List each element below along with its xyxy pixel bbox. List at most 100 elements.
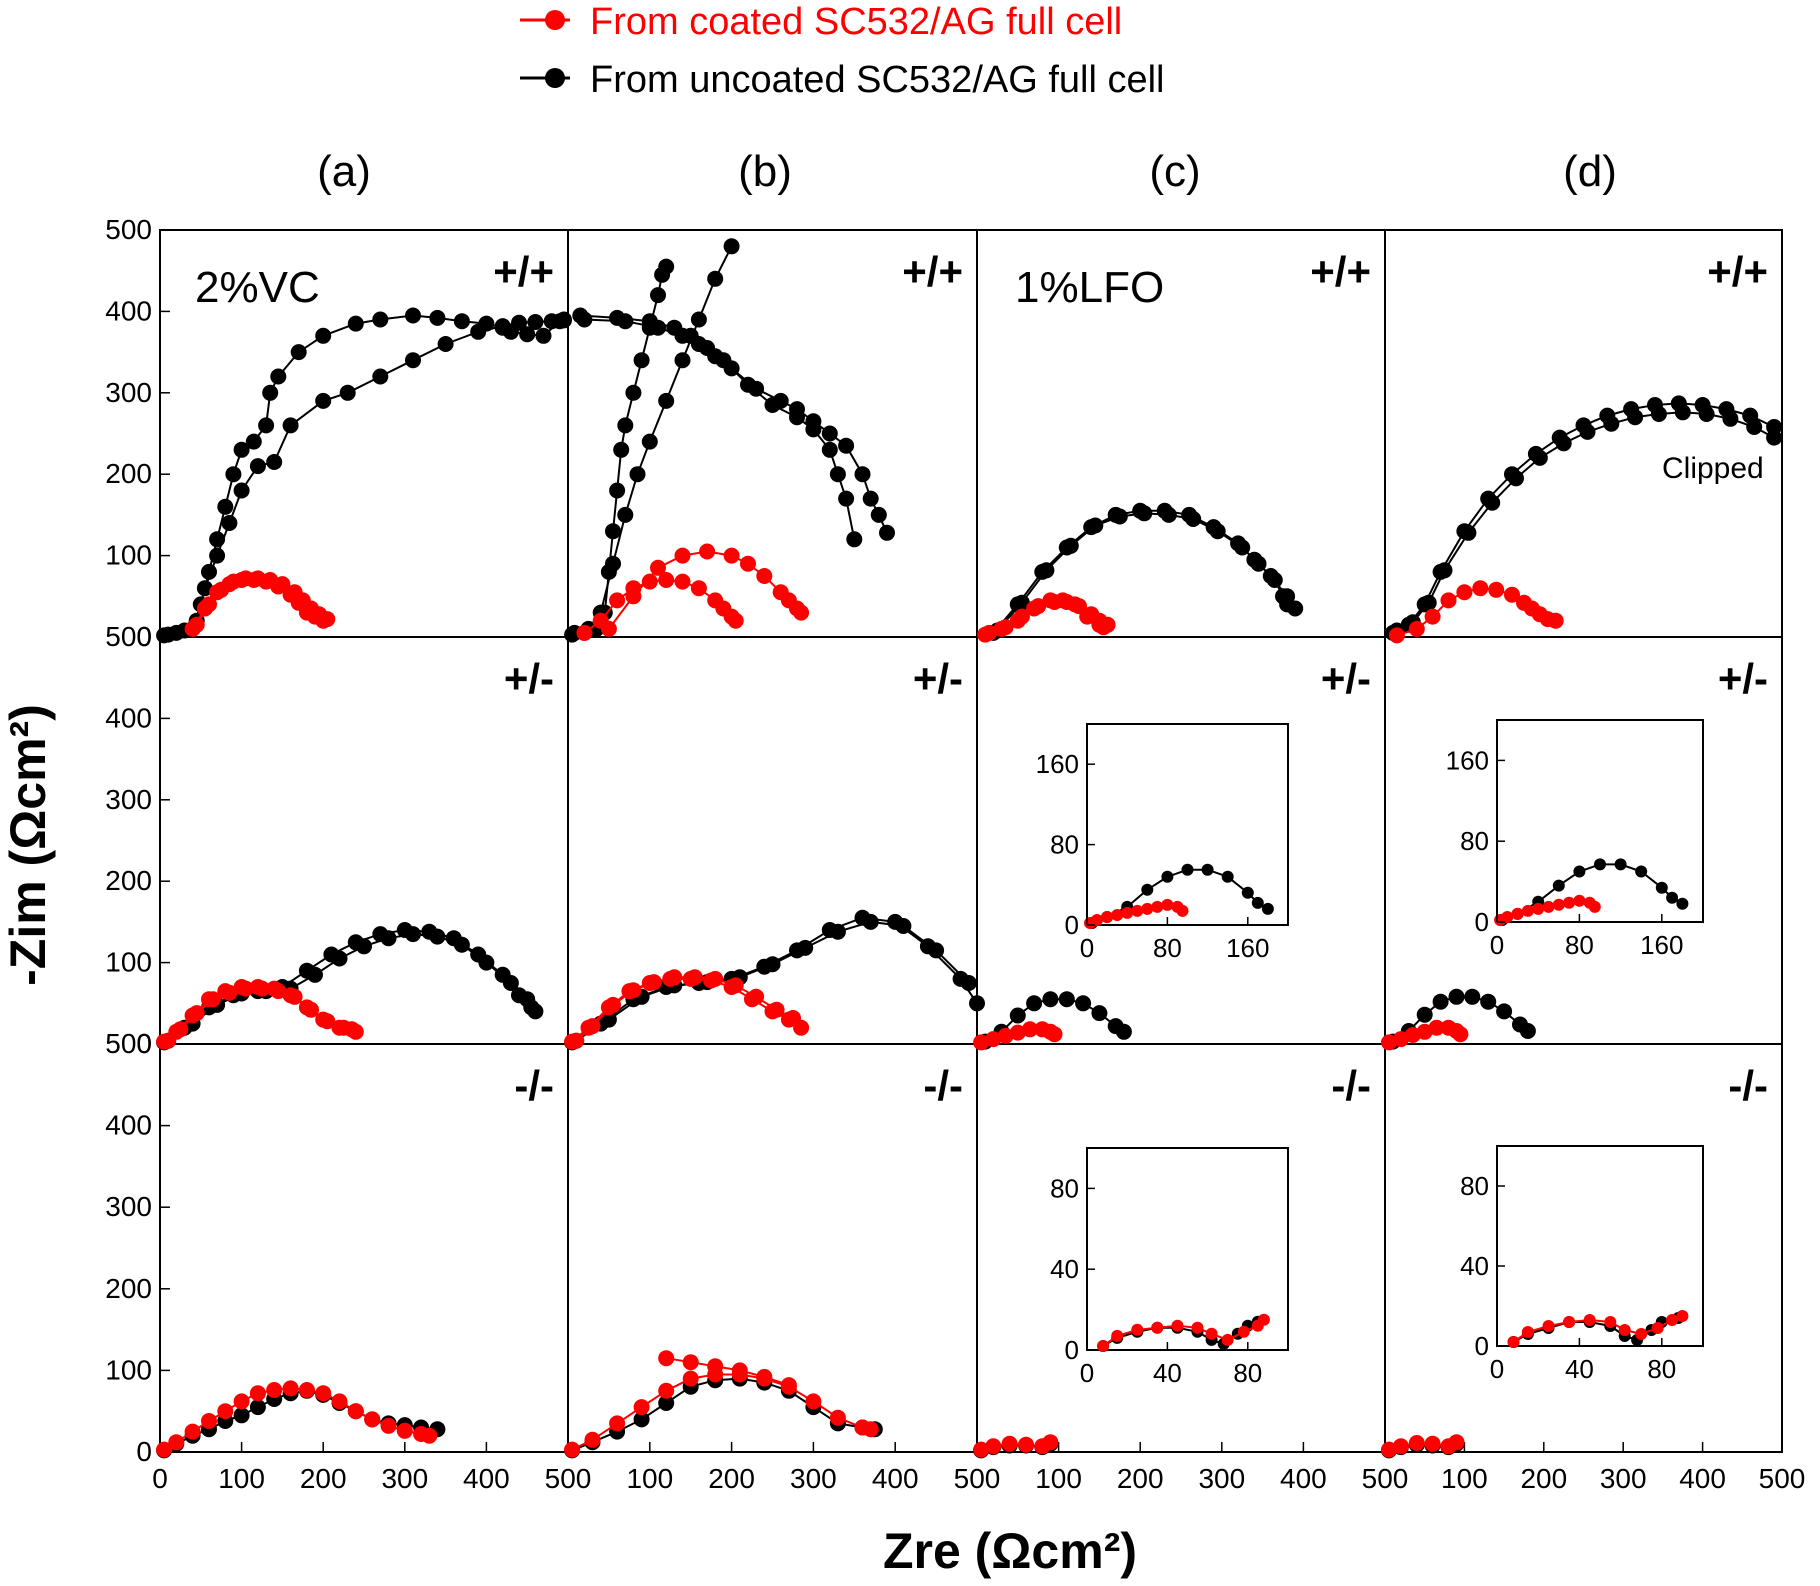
data-point (838, 437, 855, 454)
data-point (1115, 1023, 1132, 1040)
data-point (1508, 470, 1524, 487)
data-point (780, 1377, 797, 1394)
data-point (502, 975, 519, 991)
data-point (1436, 562, 1453, 579)
legend-marker-uncoated (545, 68, 565, 88)
data-point (1121, 906, 1134, 919)
data-point (1496, 1003, 1513, 1020)
y-tick-label: 100 (105, 1354, 152, 1385)
grid-frame (159, 229, 1783, 1453)
data-point (543, 313, 560, 330)
data-point (1237, 1325, 1250, 1338)
data-point (674, 352, 691, 369)
data-point (1136, 505, 1153, 522)
x-tick-label: 300 (790, 1463, 837, 1494)
data-point (699, 543, 716, 560)
data-point (960, 975, 977, 991)
panel-a1 (156, 307, 572, 644)
data-point (307, 966, 323, 983)
row-label: -/- (1331, 1062, 1371, 1109)
data-point (985, 1438, 1002, 1455)
x-tick-label: 400 (1679, 1463, 1726, 1494)
data-point (985, 1031, 1002, 1048)
data-point (1428, 1019, 1445, 1036)
data-point (1573, 894, 1586, 907)
inset-x-tick-label: 40 (1565, 1354, 1594, 1384)
data-point (380, 930, 397, 947)
data-point (1766, 429, 1783, 446)
data-point (674, 327, 691, 344)
data-point (266, 454, 283, 470)
data-point (225, 573, 242, 590)
series-line (575, 920, 970, 1042)
data-point (625, 384, 642, 401)
panel-frames (159, 229, 1783, 1453)
data-point (1666, 1314, 1679, 1326)
data-point (862, 1421, 879, 1438)
data-point (1046, 594, 1063, 610)
data-point (1452, 1026, 1469, 1043)
data-point (1408, 1435, 1425, 1451)
data-point (633, 352, 650, 369)
data-point (331, 1393, 348, 1410)
data-point (1257, 1313, 1270, 1326)
data-point (1160, 506, 1177, 523)
inset-x-tick-label: 160 (1640, 930, 1683, 960)
data-point (1042, 1434, 1059, 1451)
data-point (1424, 608, 1441, 625)
data-point (1013, 608, 1030, 625)
data-point (690, 311, 707, 328)
data-point (254, 980, 270, 997)
data-point (356, 938, 372, 955)
data-point (160, 1032, 177, 1049)
inset-y-tick-label: 80 (1460, 826, 1489, 856)
data-point (1151, 900, 1164, 913)
data-point (682, 1370, 699, 1387)
data-point (1013, 594, 1030, 611)
x-tick-label: 500 (954, 1463, 1001, 1494)
data-point (347, 315, 364, 332)
data-point (319, 611, 336, 628)
data-point (1141, 902, 1154, 915)
data-point (1594, 858, 1606, 871)
y-tick-label: 0 (136, 1436, 152, 1467)
data-point (1185, 511, 1202, 527)
y-tick-label: 200 (105, 458, 152, 489)
data-point (658, 258, 675, 275)
data-point (1674, 404, 1691, 421)
data-point (1388, 627, 1405, 644)
inset-x-tick-label: 80 (1647, 1354, 1676, 1384)
data-point (233, 1393, 250, 1410)
y-tick-label: 200 (105, 1273, 152, 1304)
column-labels: (a) (b) (c) (d) (317, 147, 1617, 196)
data-point (584, 1018, 601, 1035)
data-point (372, 368, 389, 385)
data-point (1464, 988, 1481, 1005)
data-point (1501, 911, 1514, 923)
data-point (1698, 406, 1715, 422)
panel-d2 (1381, 988, 1536, 1051)
panel-c2 (973, 991, 1132, 1051)
data-point (1030, 598, 1047, 615)
data-point (1161, 898, 1174, 911)
data-point (225, 466, 242, 483)
data-point (1221, 870, 1234, 883)
data-point (1583, 1314, 1596, 1326)
data-point (674, 573, 691, 590)
data-point (535, 327, 552, 344)
data-point (625, 982, 642, 999)
data-point (772, 392, 789, 409)
legend-marker-coated (545, 10, 565, 30)
data-point (266, 1382, 283, 1398)
data-point (156, 1441, 173, 1458)
data-point (1460, 524, 1477, 541)
data-point (1547, 612, 1564, 629)
data-point (805, 1393, 822, 1410)
data-point (1552, 879, 1565, 892)
data-point (1001, 1435, 1018, 1452)
data-point (233, 482, 250, 499)
panel-tag-1lfo: 1%LFO (1015, 263, 1164, 312)
data-point (188, 616, 205, 633)
y-tick-label: 200 (105, 865, 152, 896)
y-tick-label: 500 (105, 214, 152, 245)
